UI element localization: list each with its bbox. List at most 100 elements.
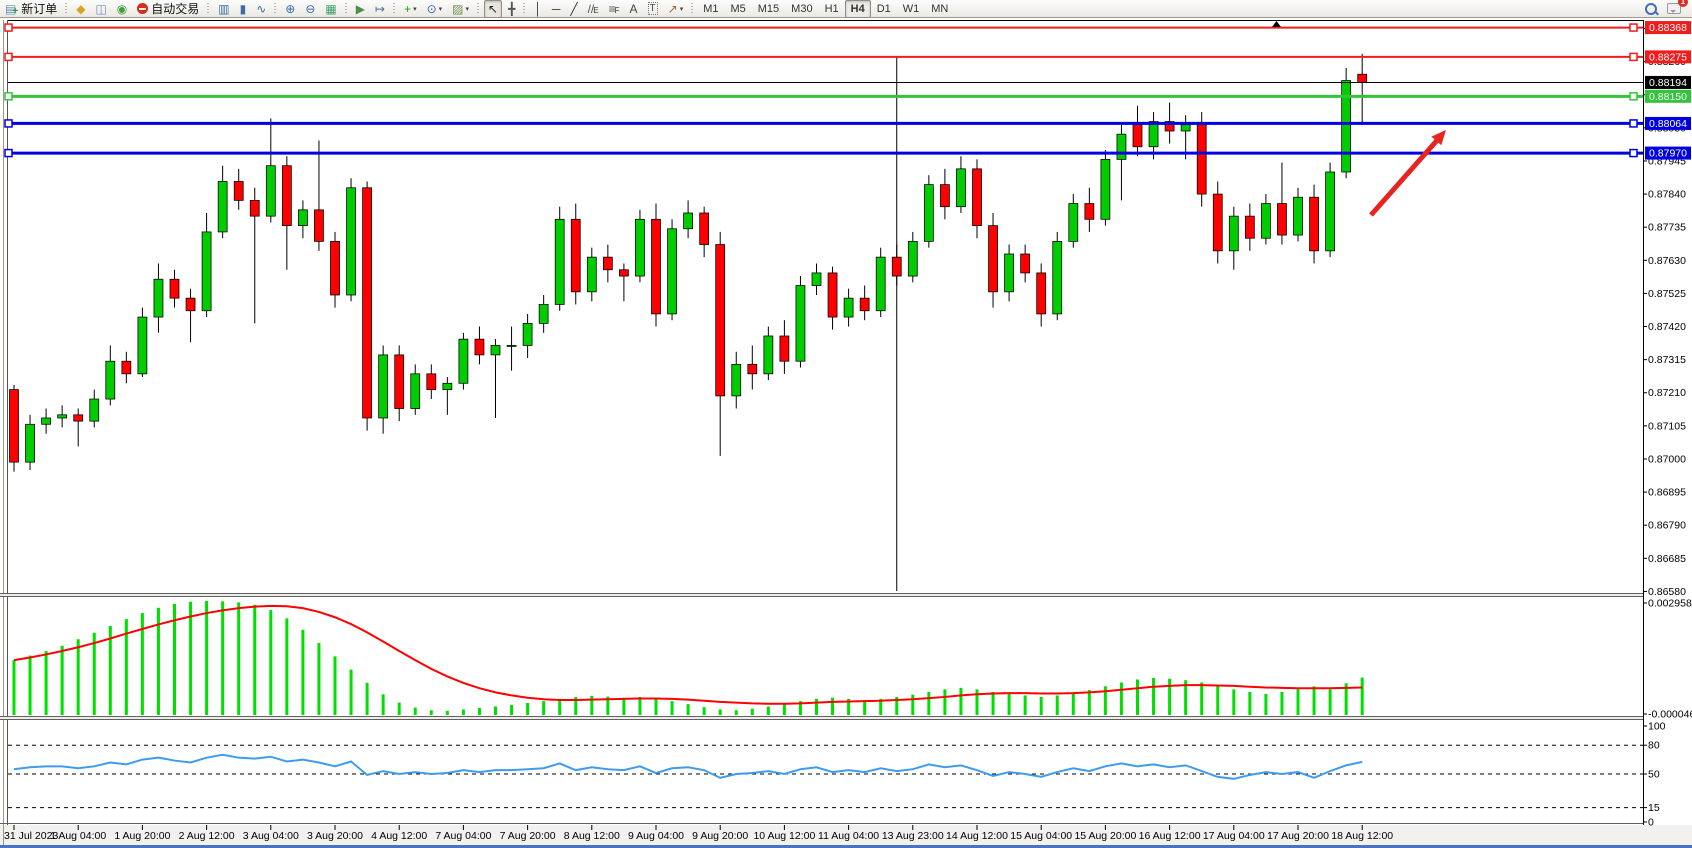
hline-handle-left[interactable] <box>4 52 13 62</box>
chart-canvas: 0.883650.882600.881550.880500.879450.878… <box>0 18 1692 848</box>
hline-handle-right[interactable] <box>1629 119 1638 128</box>
arrow-annotation-shaft[interactable] <box>1369 135 1442 217</box>
macd-histogram-bar <box>638 696 642 715</box>
timeframe-h4[interactable]: H4 <box>844 0 871 18</box>
text-label-icon: T <box>647 2 658 15</box>
auto-scroll-button[interactable]: ▶ <box>352 0 369 18</box>
timeframe-h1[interactable]: H1 <box>824 2 839 15</box>
hline-handle-right[interactable] <box>1629 52 1638 62</box>
chevron-down-icon[interactable]: ▾ <box>413 5 417 13</box>
macd-histogram-bar <box>1184 680 1188 715</box>
indicators-button[interactable]: + ▾ <box>400 0 421 18</box>
text-label-button[interactable]: T <box>644 0 662 18</box>
macd-histogram-bar <box>108 625 112 715</box>
hline-handle-left[interactable] <box>4 148 13 158</box>
candle-bear <box>1309 196 1319 252</box>
macd-histogram-bar <box>1071 693 1075 715</box>
hline-handle-left[interactable] <box>4 92 13 101</box>
toolbar-group-zoom: ⊕ ⊖ ▦ <box>280 0 341 18</box>
macd-histogram-bar <box>44 651 48 715</box>
signal-button[interactable]: ◉ <box>113 0 131 18</box>
chevron-down-icon[interactable]: ▾ <box>438 5 443 13</box>
candle-bear <box>619 269 629 277</box>
chevron-down-icon[interactable]: ▾ <box>679 5 684 13</box>
candle-bull <box>490 345 501 356</box>
candle-bull <box>795 285 806 362</box>
candle-bull <box>811 272 822 286</box>
panel-splitter[interactable] <box>0 716 1643 720</box>
date-label: 31 Jul 2023 <box>4 830 58 842</box>
macd-histogram-bar <box>782 703 786 715</box>
candle-bull <box>1228 215 1239 252</box>
equidistant-channel-button-sub-label: E <box>593 6 599 15</box>
crosshair-button[interactable]: ╋ <box>504 0 519 18</box>
chart-shift-button[interactable]: ↦ <box>371 0 389 18</box>
macd-histogram-bar <box>702 707 706 715</box>
timeframe-mn[interactable]: MN <box>931 2 949 15</box>
vertical-line-button[interactable]: │ <box>530 0 546 18</box>
hline-handle-left[interactable] <box>4 119 13 128</box>
templates-icon: ▨ <box>452 1 464 16</box>
signal-icon: ◉ <box>116 1 128 16</box>
line-chart-button[interactable]: ∿ <box>252 0 270 18</box>
macd-histogram-bar <box>317 643 321 715</box>
indicators-icon: + <box>404 1 412 16</box>
candle-bull <box>635 218 645 277</box>
macd-histogram-bar <box>1055 695 1059 715</box>
zoom-out-button[interactable]: ⊖ <box>301 0 319 18</box>
profile-button[interactable]: ◫ <box>91 0 110 18</box>
candle-bull <box>25 423 35 463</box>
notifications-button[interactable]: 1 <box>1663 0 1688 18</box>
equidistant-channel-button[interactable]: //E <box>584 0 603 18</box>
candle-bear <box>715 244 726 397</box>
price-label-box <box>1645 21 1691 35</box>
toolbar-group-order: ▤ + 新订单 <box>0 0 62 18</box>
zoom-out-icon: ⊖ <box>305 1 316 16</box>
timeframe-m15[interactable]: M15 <box>757 2 780 15</box>
hline-handle-right[interactable] <box>1629 23 1638 32</box>
toolbar-group-chart-type: ▥ ▮ ∿ <box>213 0 271 18</box>
periods-button[interactable]: ⊙ ▾ <box>423 0 447 18</box>
price-label-box <box>1645 75 1691 89</box>
horizontal-line-button[interactable]: ─ <box>548 0 565 18</box>
bar-chart-button[interactable]: ▥ <box>214 0 233 18</box>
hline-handle-right[interactable] <box>1629 92 1638 101</box>
arrow-annotation-head[interactable] <box>1431 130 1446 146</box>
timeframe-w1[interactable]: W1 <box>902 2 920 15</box>
macd-histogram-bar <box>975 689 979 715</box>
candlestick-chart-button[interactable]: ▮ <box>236 0 251 18</box>
styler-bucket-button[interactable]: ◆ <box>72 0 89 18</box>
price-tick-label: 0.87735 <box>1648 222 1686 234</box>
scroll-marker-icon[interactable] <box>1272 21 1281 27</box>
timeframe-m30[interactable]: M30 <box>791 2 813 15</box>
candle-bear <box>394 354 405 409</box>
autotrading-button[interactable]: 自动交易 <box>133 0 203 18</box>
candle-bear <box>1132 124 1143 148</box>
zoom-in-button[interactable]: ⊕ <box>281 0 299 18</box>
arrows-button[interactable]: ↗ ▾ <box>664 0 688 18</box>
timeframe-d1[interactable]: D1 <box>876 2 891 15</box>
date-label: 17 Aug 20:00 <box>1267 830 1329 842</box>
timeframe-m5[interactable]: M5 <box>730 2 746 15</box>
candle-bear <box>570 218 581 293</box>
toolbar-group-chart-tools: ◆ ◫ ◉ 自动交易 <box>71 0 204 18</box>
chevron-down-icon[interactable]: ▾ <box>465 5 470 13</box>
templates-button[interactable]: ▨ ▾ <box>448 0 473 18</box>
timeframe-m1[interactable]: M1 <box>703 2 719 15</box>
candle-bull <box>442 382 453 390</box>
text-button[interactable]: A <box>626 0 642 18</box>
fibonacci-button[interactable]: ≡ F <box>605 0 624 18</box>
search-button[interactable] <box>1641 0 1661 18</box>
hline-handle-right[interactable] <box>1629 148 1638 158</box>
candle-bear <box>1084 203 1095 220</box>
panel-splitter[interactable] <box>0 593 1643 597</box>
hline-handle-left[interactable] <box>4 23 13 32</box>
candle-bull <box>217 181 228 233</box>
trendline-button[interactable]: ╱ <box>566 0 581 18</box>
cursor-button[interactable]: ↖ <box>484 0 503 18</box>
new-order-icon: ▤ <box>5 1 17 16</box>
new-order-button[interactable]: ▤ + 新订单 <box>1 0 61 18</box>
tile-windows-button[interactable]: ▦ <box>321 0 340 18</box>
fibonacci-icon: ≡ <box>608 1 616 16</box>
candle-bull <box>1068 203 1079 242</box>
